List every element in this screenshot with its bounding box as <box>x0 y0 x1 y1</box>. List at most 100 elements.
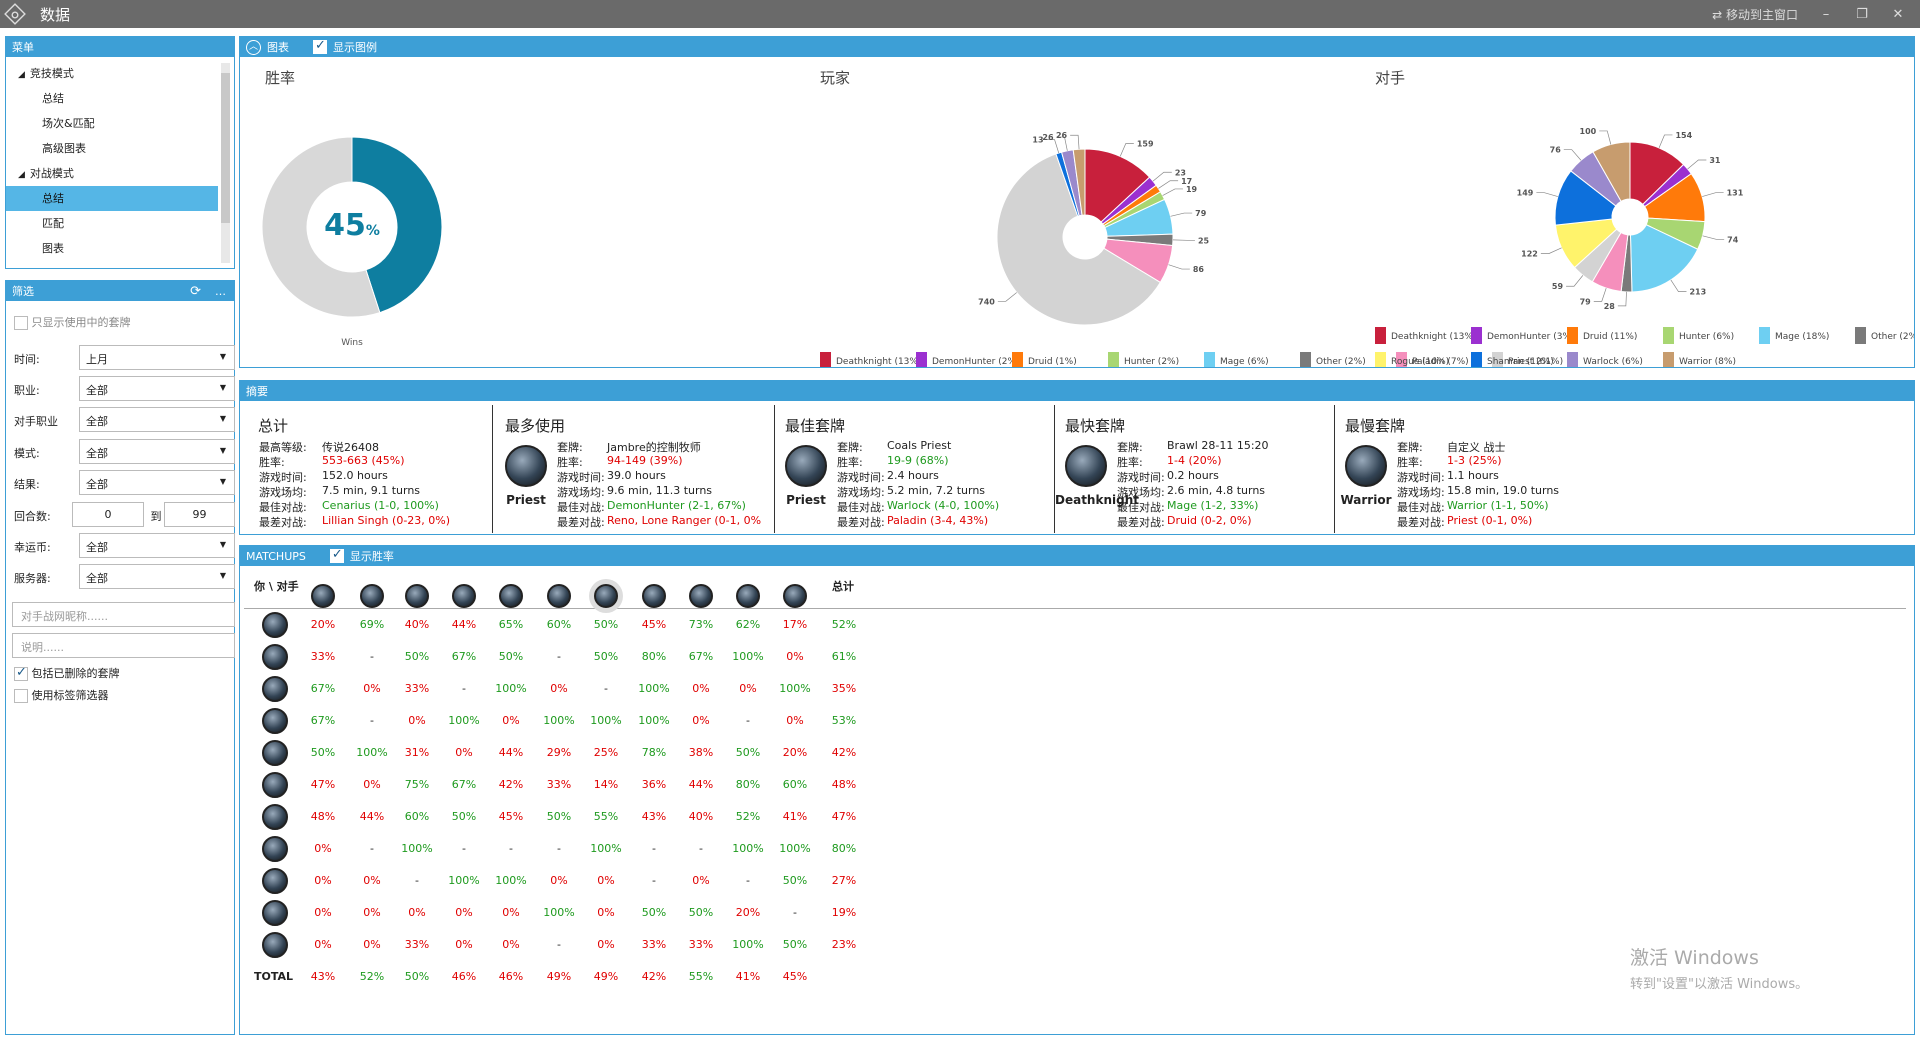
show-legend-checkbox[interactable] <box>313 38 327 54</box>
matchup-cell: 0% <box>363 938 381 951</box>
matchup-total-cell: 43% <box>310 970 336 983</box>
opponent-name-input[interactable]: 对手战网昵称...... <box>12 602 235 627</box>
menu-item[interactable]: ◢ 对战模式 <box>18 167 74 180</box>
matchup-cell: 31% <box>404 746 430 759</box>
include-deleted-option[interactable]: 包括已删除的套牌 <box>14 665 120 681</box>
class-name: Warrior <box>1340 493 1392 507</box>
menu-item[interactable]: 场次&匹配 <box>42 117 95 130</box>
matchup-cell: - <box>509 842 513 855</box>
winrate-slice[interactable] <box>261 136 381 318</box>
summary-value: Coals Priest <box>887 439 952 452</box>
server-select[interactable]: 全部 <box>79 564 235 589</box>
coin-select[interactable]: 全部 <box>79 533 235 558</box>
summary-value: 自定义 战士 <box>1447 441 1506 454</box>
matchup-cell: 47% <box>831 810 857 823</box>
player-class-icon <box>262 868 288 894</box>
pie-leader-line <box>1563 149 1582 161</box>
menu-item[interactable]: 高级图表 <box>42 142 86 155</box>
show-winrate-checkbox[interactable] <box>329 547 344 563</box>
legend-swatch <box>1471 352 1482 367</box>
pie-value-label: 79 <box>1195 209 1207 218</box>
collapse-icon[interactable]: ︿ <box>246 39 261 55</box>
summary-key: 最差对战: <box>1117 516 1165 529</box>
move-to-main-button[interactable]: ⇄ 移动到主窗口 <box>1712 7 1798 22</box>
player-class-icon <box>262 932 288 958</box>
opponent-class-icon[interactable] <box>499 584 523 608</box>
tag-filter-option[interactable]: 使用标签筛选器 <box>14 687 109 703</box>
refresh-icon[interactable]: ⟳ <box>190 283 201 299</box>
close-button[interactable]: ✕ <box>1892 6 1904 22</box>
tag-filter-checkbox[interactable] <box>14 689 28 703</box>
menu-item[interactable]: 图表 <box>42 242 64 255</box>
summary-value: Cenarius (1-0, 100%) <box>322 499 439 512</box>
summary-key: 最佳对战: <box>1117 501 1165 514</box>
player-slice[interactable] <box>996 153 1162 326</box>
time-select[interactable]: 上月 <box>79 345 235 370</box>
more-icon[interactable]: … <box>215 284 226 298</box>
pie-leader-line <box>1152 171 1172 182</box>
minimize-button[interactable]: – <box>1822 6 1830 22</box>
matchup-cell: 50% <box>546 810 572 823</box>
matchups-panel: MATCHUPS 显示胜率 <box>239 545 1915 1035</box>
matchup-cell: 42% <box>498 778 524 791</box>
restore-button[interactable]: ❐ <box>1856 6 1868 22</box>
pie-leader-line <box>1162 188 1183 196</box>
matchup-cell: 33% <box>404 938 430 951</box>
menu-scrollbar[interactable] <box>221 63 230 263</box>
matchup-cell: 50% <box>641 906 667 919</box>
turns-from-input[interactable]: 0 <box>72 502 144 527</box>
summary-value: Jambre的控制牧师 <box>607 441 701 454</box>
opponent-class-icon[interactable] <box>311 584 335 608</box>
opponent-class-icon[interactable] <box>360 584 384 608</box>
opponent-class-icon[interactable] <box>594 584 618 608</box>
opponent-class-icon[interactable] <box>452 584 476 608</box>
opponent-class-icon[interactable] <box>547 584 571 608</box>
class-name: Deathknight <box>1055 493 1139 507</box>
matchup-cell: 100% <box>732 842 764 855</box>
opponent-slice[interactable] <box>1629 224 1699 293</box>
pie-leader-line <box>1046 139 1060 154</box>
pie-leader-line <box>1158 180 1179 189</box>
include-deleted-checkbox[interactable] <box>14 665 28 681</box>
matchup-cell: 35% <box>831 682 857 695</box>
mode-label: 模式: <box>14 447 40 460</box>
expand-icon[interactable]: ◢ <box>18 170 25 180</box>
pie-leader-line <box>1170 212 1193 217</box>
menu-item[interactable]: 匹配 <box>42 217 64 230</box>
opponent-class-icon[interactable] <box>783 584 807 608</box>
matchup-cell: - <box>557 650 561 663</box>
player-class-icon <box>262 708 288 734</box>
opponent-class-icon[interactable] <box>736 584 760 608</box>
class-select[interactable]: 全部 <box>79 376 235 401</box>
turns-to-input[interactable]: 99 <box>164 502 235 527</box>
menu-item[interactable]: 总结 <box>42 92 64 105</box>
player-chart-title: 玩家 <box>820 69 851 87</box>
result-select[interactable]: 全部 <box>79 470 235 495</box>
only-active-option[interactable]: 只显示使用中的套牌 <box>14 314 131 330</box>
expand-icon[interactable]: ◢ <box>18 70 25 80</box>
opponent-class-icon[interactable] <box>642 584 666 608</box>
mode-select[interactable]: 全部 <box>79 439 235 464</box>
summary-value: 152.0 hours <box>322 469 388 482</box>
winrate-slice[interactable] <box>351 136 443 314</box>
menu-item[interactable]: ◢ 竞技模式 <box>18 67 74 80</box>
menu-item[interactable]: 总结 <box>6 186 218 211</box>
matchup-cell: 50% <box>498 650 524 663</box>
only-active-checkbox[interactable] <box>14 316 28 330</box>
player-slice[interactable] <box>1072 148 1086 216</box>
matchup-cell: 100% <box>448 874 480 887</box>
note-input[interactable]: 说明...... <box>12 633 235 658</box>
matchup-cell: 0% <box>550 682 568 695</box>
opponent-class-icon[interactable] <box>689 584 713 608</box>
legend-swatch <box>1375 352 1386 367</box>
matchup-cell: - <box>370 650 374 663</box>
opponent-slice[interactable] <box>1554 170 1617 226</box>
player-slice[interactable] <box>1084 148 1151 223</box>
opp-class-select[interactable]: 全部 <box>79 407 235 432</box>
charts-header: ︿ 图表 显示图例 <box>240 37 1914 57</box>
opponent-class-icon[interactable] <box>405 584 429 608</box>
opponent-slice[interactable] <box>1592 141 1631 203</box>
opp-class-label: 对手职业 <box>14 415 58 428</box>
pie-leader-line <box>1056 136 1068 151</box>
